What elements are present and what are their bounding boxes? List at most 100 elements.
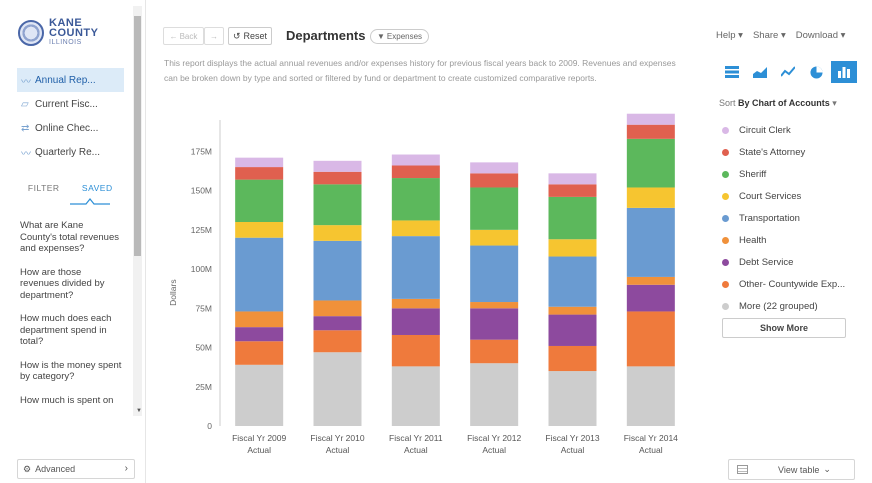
legend-item[interactable]: Court Services [722, 185, 845, 207]
arrow-left-icon: ← [169, 31, 178, 41]
bar-segment[interactable] [391, 178, 440, 221]
bar-chart-icon [838, 67, 850, 78]
bar-segment[interactable] [235, 222, 284, 238]
area-view-button[interactable] [747, 61, 773, 83]
bar-segment[interactable] [470, 229, 519, 246]
forward-button[interactable]: → [204, 27, 224, 45]
sort-control[interactable]: Sort By Chart of Accounts ▾ [719, 98, 837, 108]
bar-segment[interactable] [470, 339, 519, 364]
bar-segment[interactable] [313, 171, 362, 185]
bar-segment[interactable] [548, 196, 597, 240]
advanced-button[interactable]: ⚙ Advanced › [17, 459, 135, 479]
bar-segment[interactable] [470, 173, 519, 188]
bar-segment[interactable] [235, 327, 284, 342]
table-view-button[interactable] [719, 61, 745, 83]
line-view-button[interactable] [775, 61, 801, 83]
legend-item[interactable]: State's Attorney [722, 141, 845, 163]
download-menu[interactable]: Download ▾ [795, 30, 846, 41]
legend-item[interactable]: Other- Countywide Exp... [722, 273, 845, 295]
legend-item[interactable]: Health [722, 229, 845, 251]
reset-button[interactable]: ↺ Reset [228, 27, 272, 45]
bar-segment[interactable] [235, 341, 284, 365]
nav-item-current-fiscal[interactable]: ▱ Current Fisc... [17, 92, 124, 116]
legend-item[interactable]: More (22 grouped) [722, 295, 845, 317]
bar-segment[interactable] [235, 167, 284, 180]
scrollbar-thumb[interactable] [134, 16, 141, 256]
bar-segment[interactable] [626, 113, 675, 125]
nav-item-label: Current Fisc... [35, 98, 98, 110]
bar-segment[interactable] [548, 314, 597, 346]
share-menu[interactable]: Share ▾ [752, 30, 786, 41]
expenses-badge[interactable]: ▼ Expenses [370, 29, 430, 44]
kane-county-logo[interactable]: KANE COUNTY ILLINOIS [18, 18, 98, 48]
bar-segment[interactable] [391, 298, 440, 309]
show-more-button[interactable]: Show More [722, 318, 846, 338]
bar-segment[interactable] [313, 160, 362, 172]
nav-item-quarterly-report[interactable]: 〰 Quarterly Re... [17, 140, 124, 164]
pie-view-button[interactable] [803, 61, 829, 83]
tab-filter[interactable]: FILTER [27, 183, 60, 193]
help-menu[interactable]: Help ▾ [716, 30, 743, 41]
legend-item[interactable]: Transportation [722, 207, 845, 229]
bar-segment[interactable] [470, 308, 519, 340]
bar-segment[interactable] [313, 300, 362, 317]
bar-segment[interactable] [548, 306, 597, 315]
bar-segment[interactable] [470, 363, 519, 426]
bar-segment[interactable] [235, 364, 284, 426]
bar-segment[interactable] [313, 316, 362, 331]
saved-question[interactable]: How much does each department spend in t… [20, 313, 112, 347]
sidebar-scrollbar[interactable] [133, 6, 142, 416]
bar-segment[interactable] [313, 352, 362, 426]
x-tick-sublabel: Actual [639, 445, 663, 455]
bar-segment[interactable] [391, 236, 440, 299]
bar-segment[interactable] [391, 334, 440, 367]
saved-question[interactable]: How is the money spent by category? [20, 359, 122, 383]
bar-segment[interactable] [470, 245, 519, 303]
bar-segment[interactable] [313, 330, 362, 353]
legend-item[interactable]: Circuit Clerk [722, 119, 845, 141]
table-chart-icon [725, 66, 739, 78]
saved-question[interactable]: How much is spent on [20, 394, 114, 406]
bar-segment[interactable] [391, 154, 440, 166]
bar-segment[interactable] [548, 239, 597, 257]
view-table-button[interactable]: View table ⌄ [728, 459, 855, 480]
bar-segment[interactable] [626, 207, 675, 277]
bar-segment[interactable] [235, 311, 284, 328]
bar-view-button[interactable] [831, 61, 857, 83]
bar-segment[interactable] [548, 371, 597, 426]
bar-segment[interactable] [313, 225, 362, 241]
tab-saved[interactable]: SAVED [81, 183, 113, 193]
bar-segment[interactable] [391, 308, 440, 335]
nav-item-online-checkbook[interactable]: ⇄ Online Chec... [17, 116, 124, 140]
bar-segment[interactable] [626, 187, 675, 208]
legend-item[interactable]: Debt Service [722, 251, 845, 273]
bar-segment[interactable] [548, 345, 597, 372]
back-button[interactable]: ← Back [163, 27, 204, 45]
bar-segment[interactable] [235, 157, 284, 168]
nav-item-annual-report[interactable]: 〰 Annual Rep... [17, 68, 124, 92]
saved-question[interactable]: What are Kane County's total revenues an… [20, 220, 119, 254]
bar-segment[interactable] [235, 179, 284, 222]
bar-segment[interactable] [548, 184, 597, 197]
bar-segment[interactable] [391, 220, 440, 237]
bar-segment[interactable] [235, 237, 284, 312]
bar-segment[interactable] [626, 366, 675, 426]
bar-segment[interactable] [470, 302, 519, 309]
legend-item[interactable]: Sheriff [722, 163, 845, 185]
saved-question[interactable]: How are those revenues divided by depart… [20, 266, 105, 301]
bar-segment[interactable] [626, 311, 675, 367]
bar-segment[interactable] [313, 240, 362, 301]
bar-segment[interactable] [626, 138, 675, 188]
bar-segment[interactable] [470, 187, 519, 230]
bar-segment[interactable] [548, 173, 597, 185]
bar-segment[interactable] [626, 284, 675, 312]
bar-segment[interactable] [313, 184, 362, 226]
bar-segment[interactable] [391, 165, 440, 179]
bar-segment[interactable] [470, 162, 519, 174]
logo-line-3: ILLINOIS [49, 39, 82, 46]
bar-segment[interactable] [548, 256, 597, 307]
bar-segment[interactable] [626, 276, 675, 285]
bar-segment[interactable] [391, 366, 440, 426]
scroll-down-icon[interactable]: ▼ [136, 408, 142, 414]
bar-segment[interactable] [626, 124, 675, 139]
